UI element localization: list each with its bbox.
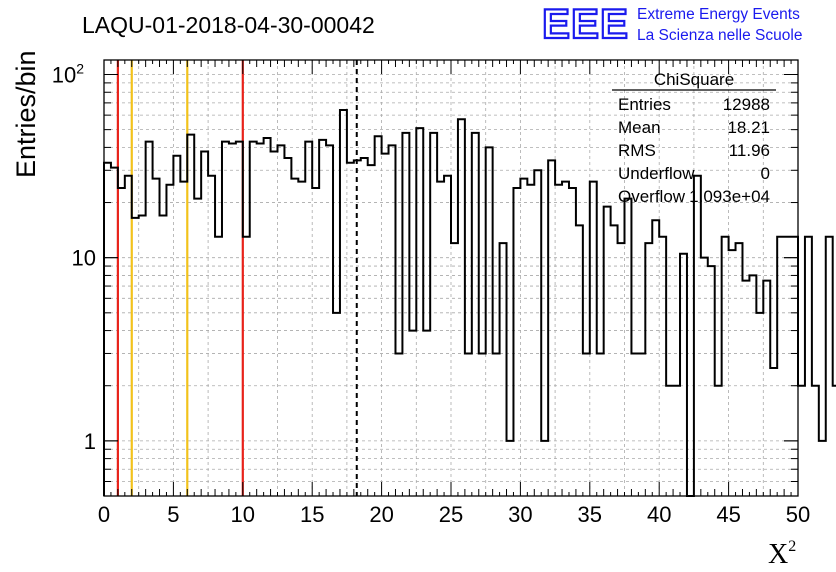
x-axis-label-main: X — [768, 539, 788, 570]
x-axis-label-sup: 2 — [788, 538, 796, 555]
chart-title: LAQU-01-2018-04-30-00042 — [82, 12, 375, 38]
threshold-lines — [116, 60, 358, 496]
x-tick-label: 20 — [369, 502, 393, 527]
x-tick-label: 50 — [786, 502, 810, 527]
logo-line1: Extreme Energy Events — [637, 6, 800, 23]
x-tick-label: 25 — [439, 502, 463, 527]
logo-line2: La Scienza nelle Scuole — [637, 27, 802, 44]
stats-row-value: 0 — [761, 164, 770, 183]
stats-row-label: Mean — [618, 118, 661, 137]
stats-box: ChiSquare Entries 12988 Mean 18.21 RMS 11.96 U… — [612, 70, 776, 206]
y-tick-label: 10 — [72, 246, 96, 271]
logo-mark: EEE — [542, 0, 629, 47]
stats-row-label: Underflow — [618, 164, 695, 183]
y-tick-label-sup: 2 — [76, 61, 84, 77]
x-tick-label: 5 — [167, 502, 179, 527]
x-axis-label: X2 — [768, 538, 796, 570]
stats-row-value: 11.96 — [729, 141, 770, 160]
y-tick-label: 1 — [84, 429, 96, 454]
x-axis-ticks: 0 5 10 15 20 25 30 35 40 45 50 — [98, 60, 810, 527]
stats-row-value: 12988 — [723, 95, 770, 114]
x-tick-label: 0 — [98, 502, 110, 527]
stats-row-value: 1.093e+04 — [689, 187, 770, 206]
x-tick-label: 40 — [647, 502, 671, 527]
stats-row-value: 18.21 — [727, 118, 770, 137]
x-tick-label: 35 — [578, 502, 602, 527]
stats-row-label: RMS — [618, 141, 656, 160]
stats-title: ChiSquare — [654, 70, 734, 89]
x-tick-label: 10 — [231, 502, 255, 527]
histogram-series — [103, 109, 836, 497]
x-tick-label: 45 — [716, 502, 740, 527]
x-tick-label: 30 — [508, 502, 532, 527]
eee-logo: EEE Extreme Energy Events La Scienza nel… — [541, 0, 803, 48]
stats-row-label: Overflow — [618, 187, 686, 206]
x-tick-label: 15 — [300, 502, 324, 527]
stats-row-label: Entries — [618, 95, 671, 114]
y-axis-label: Entries/bin — [11, 50, 41, 178]
histogram-outline — [103, 109, 836, 497]
